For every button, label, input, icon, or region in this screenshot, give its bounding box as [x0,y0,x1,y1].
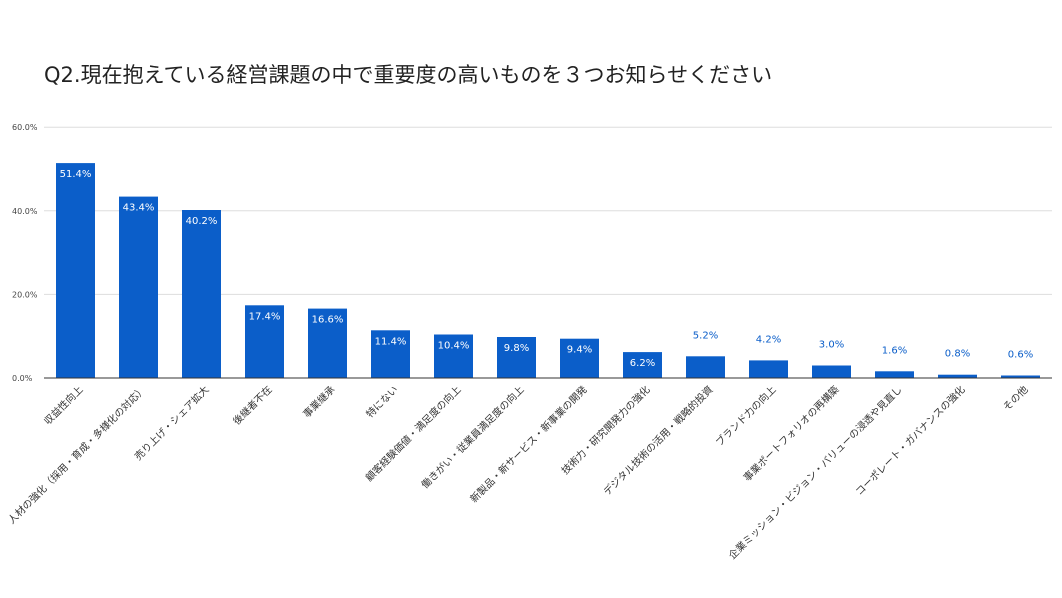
bar [371,330,410,378]
category-label: 働きがい・従業員満足度の向上 [418,383,526,491]
data-label: 0.6% [1008,350,1033,361]
data-label: 51.4% [60,169,92,180]
data-label: 5.2% [693,330,718,341]
bar [434,334,473,378]
data-label: 11.4% [375,336,407,347]
category-label: デジタル技術の活用・戦略的投資 [600,383,715,498]
bars [56,163,1040,378]
bar [686,356,725,378]
data-label: 4.2% [756,334,781,345]
category-label: 人材の強化（採用・育成・多様化の対応） [5,383,149,527]
y-tick-label: 20.0% [12,290,38,299]
data-label: 6.2% [630,358,655,369]
category-label: 特にない [364,384,401,421]
y-tick-label: 0.0% [12,374,33,383]
data-label: 40.2% [186,216,218,227]
category-labels: 収益性向上人材の強化（採用・育成・多様化の対応）売り上げ・シェア拡大 後継者不在事… [5,383,1031,562]
y-tick-label: 60.0% [12,123,38,132]
category-label: その他 [1000,383,1030,413]
bar [119,196,158,378]
bar [749,360,788,378]
bar [812,365,851,378]
bar [875,371,914,378]
chart-title: Q2.現在抱えている経営課題の中で重要度の高いものを３つお知らせください [44,63,772,87]
bar [182,210,221,378]
bar [1001,375,1040,378]
bar [245,305,284,378]
data-label: 16.6% [312,315,344,326]
data-label: 9.8% [504,343,529,354]
data-label: 43.4% [123,203,155,214]
bar [497,337,536,378]
category-label: 収益性向上 [41,383,86,428]
data-labels: 51.4% 43.4% 40.2% 17.4% 16.6% 11.4% 10.4% 9.8% 9… [60,169,1034,369]
category-label: 事業継承 [300,383,337,420]
data-label: 17.4% [249,311,281,322]
data-label: 0.8% [945,349,970,360]
bar [623,352,662,378]
bar [560,338,599,378]
category-label: コーポレート・ガバナンスの強化 [852,383,967,498]
category-label: ブランド力の向上 [713,383,779,449]
category-label: 新製品・新サービス・新事業の開発 [467,383,589,505]
data-label: 3.0% [819,340,844,351]
data-label: 9.4% [567,345,592,356]
bar [56,163,95,378]
bar [938,374,977,378]
y-axis-ticks: 0.0% 20.0% 40.0% 60.0% [12,123,38,383]
category-label: 後継者不在 [230,383,275,428]
data-label: 1.6% [882,345,907,356]
data-label: 10.4% [438,341,470,352]
bar [308,308,347,378]
y-tick-label: 40.0% [12,207,38,216]
